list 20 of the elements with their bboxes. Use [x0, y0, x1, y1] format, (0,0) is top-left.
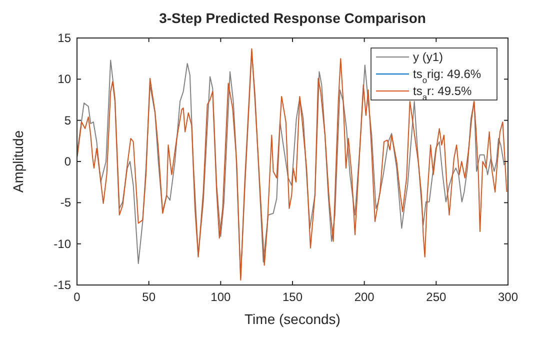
y-tick-label: -5 — [60, 196, 72, 210]
legend-label: ts$_{a}$r: 49.5% — [413, 84, 472, 102]
x-axis-title: Time (seconds) — [244, 311, 340, 327]
y-tick-label: 10 — [58, 72, 72, 86]
x-tick-label: 250 — [426, 290, 446, 304]
x-tick-label: 300 — [498, 290, 518, 304]
y-tick-label: -15 — [54, 278, 72, 292]
y-axis-title: Amplitude — [10, 130, 26, 193]
legend-label: y (y1) — [413, 50, 444, 64]
x-tick-label: 0 — [74, 290, 81, 304]
legend-label: ts$_{o}$rig: 49.6% — [413, 67, 482, 85]
x-tick-label: 100 — [210, 290, 231, 304]
x-tick-label: 50 — [142, 290, 156, 304]
y-tick-label: 15 — [58, 31, 72, 45]
y-tick-label: 5 — [64, 113, 72, 128]
x-tick-label: 150 — [282, 290, 303, 304]
y-tick-label: 0 — [64, 154, 72, 168]
x-tick-label: 200 — [354, 290, 375, 304]
chart-title: 3-Step Predicted Response Comparison — [159, 10, 426, 26]
y-tick-label: -10 — [54, 236, 72, 251]
